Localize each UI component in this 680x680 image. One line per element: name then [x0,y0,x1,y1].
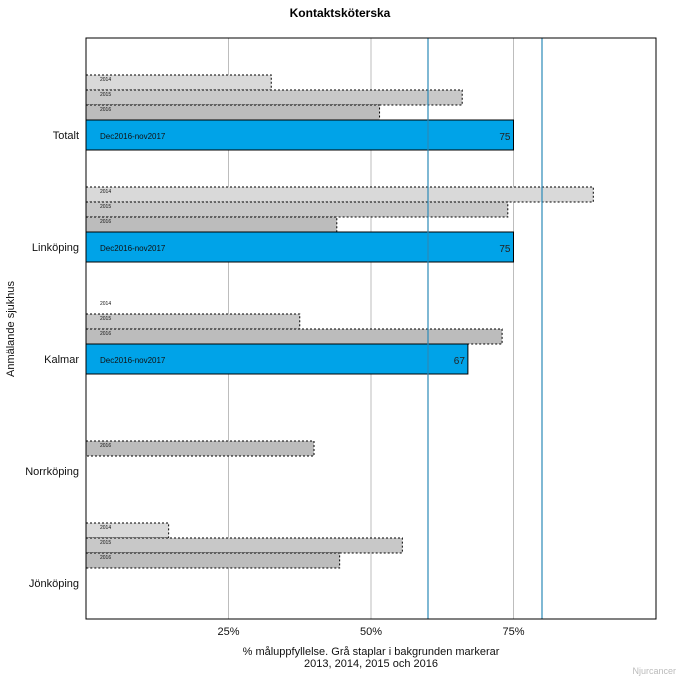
y-tick-label: Linköping [32,242,79,254]
background-bar-2014 [85,186,594,203]
background-bar-year-label: 2014 [100,525,111,531]
main-bar-period-label: Dec2016-nov2017 [100,356,166,365]
bar-layer: 2014 2015 2016 Dec2016-nov2017 75 2014 2015 201… [85,74,594,569]
background-bar-year-label: 2016 [100,555,111,561]
background-bar-2016 [85,440,315,457]
x-axis-label-line-1: % måluppfyllelse. Grå staplar i bakgrund… [243,646,500,658]
watermark: Njurcancer [632,666,676,676]
y-tick-label: Kalmar [44,354,79,366]
background-bar-year-label: 2016 [100,443,111,449]
main-bar [85,343,469,375]
x-tick-label: 75% [502,626,524,638]
background-bar-2015 [85,313,301,330]
main-bar-value-label: 67 [454,356,466,367]
main-bar-value-label: 75 [499,244,511,255]
background-bar-2016 [85,104,381,121]
background-bar-2015 [85,537,403,554]
tick-layer: 25% 50% 75% Totalt Linköping Kalmar Norrköping… [25,130,525,638]
background-bar-year-label: 2015 [100,540,111,546]
chart-title: Kontaktsköterska [290,6,391,20]
y-tick-label: Norrköping [25,466,79,478]
background-bar-year-label: 2016 [100,331,111,337]
x-tick-label: 50% [360,626,382,638]
x-tick-label: 25% [217,626,239,638]
main-bar-value-label: 75 [499,132,511,143]
background-bar-2016 [85,552,341,569]
background-bar-year-label: 2015 [100,204,111,210]
main-bar-period-label: Dec2016-nov2017 [100,132,166,141]
background-bar-2016 [85,216,338,233]
background-bar-year-label: 2014 [100,189,111,195]
background-bar-year-label: 2016 [100,107,111,113]
background-bar-2014 [85,74,272,91]
main-bar-period-label: Dec2016-nov2017 [100,244,166,253]
background-bar-2015 [85,89,463,106]
background-bar-2016 [85,328,503,345]
plot-frame [85,37,657,620]
background-bar-2014 [85,522,170,539]
background-bar-year-label: 2015 [100,92,111,98]
y-axis-label: Anmälande sjukhus [5,281,17,378]
y-tick-label: Jönköping [29,578,79,590]
background-bar-year-label: 2016 [100,219,111,225]
y-tick-label: Totalt [53,130,79,142]
background-bar-year-label: 2014 [100,301,111,307]
background-bar-year-label: 2014 [100,77,111,83]
x-axis-label-line-2: 2013, 2014, 2015 och 2016 [304,658,438,670]
reference-line-layer [427,38,543,619]
background-bar-year-label: 2015 [100,316,111,322]
background-bar-2015 [85,201,509,218]
